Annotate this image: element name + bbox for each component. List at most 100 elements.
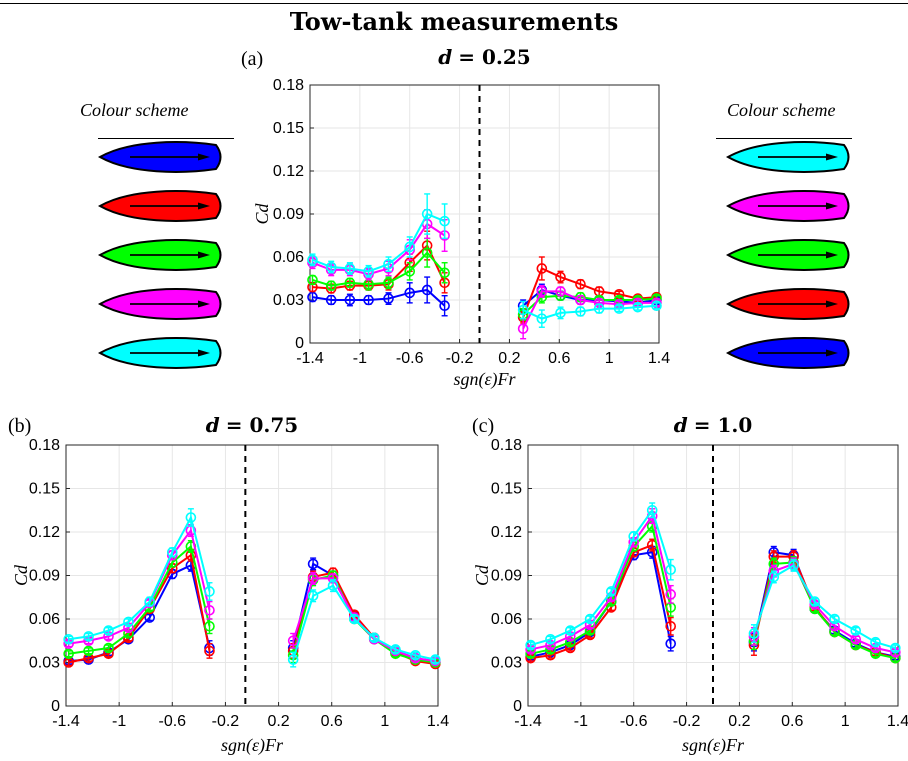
data-point [307, 291, 318, 303]
data-point [363, 266, 374, 277]
data-point [525, 639, 536, 651]
data-point [307, 274, 318, 286]
data-point [748, 628, 760, 639]
data-point [204, 586, 215, 597]
y-tick-label: 0.09 [273, 206, 304, 223]
data-point [204, 620, 215, 632]
x-tick-label: -0.6 [620, 713, 648, 730]
scheme-right-hull-1 [725, 141, 850, 173]
data-point [325, 294, 337, 306]
data-point [575, 306, 586, 317]
series-line [312, 212, 445, 273]
series-1 [63, 557, 441, 668]
x-tick-label: 1.4 [648, 350, 670, 367]
scheme-left-hull-3 [97, 239, 222, 271]
data-point [83, 631, 94, 642]
y-tick-label: 0.06 [29, 611, 60, 628]
y-tick-label: 0.18 [29, 437, 60, 454]
y-tick-label: 0.06 [273, 249, 304, 266]
data-point [870, 636, 881, 648]
series-2 [63, 548, 441, 670]
series-line [753, 563, 896, 649]
data-point [768, 571, 780, 583]
panel-a-chart: -1.4 -1 -0.6 -0.2 0.2 0.6 1 1.4 0 0.03 0.06 0.09 0.1… [241, 45, 670, 390]
series-line [530, 508, 672, 647]
x-tick-label: -0.2 [446, 350, 474, 367]
data-point [850, 625, 862, 636]
colour-scheme-left-title: Colour scheme [80, 100, 189, 120]
data-point [665, 620, 677, 632]
data-point [555, 271, 566, 283]
data-point [517, 304, 529, 316]
series-5 [525, 502, 901, 654]
data-point [439, 215, 450, 227]
panel-label: (a) [241, 48, 263, 70]
series-line [530, 543, 672, 660]
y-tick-label: 0.12 [273, 163, 304, 180]
colour-scheme-right-title: Colour scheme [727, 100, 836, 120]
data-point [788, 560, 799, 571]
x-tick-label: -1.4 [514, 713, 542, 730]
data-point [555, 307, 566, 319]
top-rule [0, 3, 908, 4]
series-3 [307, 237, 662, 321]
data-point [404, 241, 416, 253]
panel-c-chart: -1.4 -1 -0.6 -0.2 0.2 0.6 1 1.4 0 0.03 0.06 0.09 0.1… [472, 413, 908, 756]
data-point [584, 613, 596, 625]
series-line [522, 267, 657, 318]
x-tick-label: -1 [112, 713, 126, 730]
series-line [68, 514, 211, 641]
x-tick-label: -0.6 [396, 350, 424, 367]
data-point [307, 254, 318, 266]
x-tick-label: 0.2 [498, 350, 520, 367]
y-axis-label: Cd [472, 564, 492, 586]
x-tick-label: 0.2 [728, 713, 750, 730]
x-axis-label: sgn(ε)Fr [453, 369, 516, 390]
series-4 [307, 208, 662, 340]
data-point [410, 649, 421, 661]
series-3 [63, 540, 441, 668]
data-point [605, 586, 617, 597]
data-point [166, 546, 178, 558]
series-5 [63, 508, 441, 668]
grid [65, 444, 439, 707]
x-tick-label: -1 [574, 713, 588, 730]
series-line [522, 304, 657, 320]
data-point [651, 300, 662, 312]
data-point [421, 247, 433, 258]
data-point [327, 580, 339, 591]
data-point [665, 638, 677, 649]
scheme-right-hull-3 [725, 239, 850, 271]
data-point [890, 642, 901, 654]
y-tick-label: 0 [295, 335, 304, 352]
plot-title: d = 1.0 [674, 413, 753, 437]
data-point [536, 263, 548, 274]
data-point [545, 633, 556, 645]
data-point [632, 301, 644, 313]
series-line [292, 584, 436, 661]
figure-title: Tow-tank measurements [289, 7, 619, 36]
x-tick-label: 0.6 [548, 350, 570, 367]
data-point [613, 303, 625, 314]
data-point [390, 644, 401, 655]
scheme-left-hull-arrowhead [198, 300, 210, 308]
data-point [185, 512, 197, 523]
data-point [404, 266, 416, 277]
y-tick-label: 0.06 [491, 611, 522, 628]
data-point [404, 287, 416, 299]
data-point [204, 645, 215, 657]
colour-scheme-left-rule [98, 138, 234, 139]
data-point [665, 564, 677, 576]
data-point [430, 654, 441, 665]
scheme-left-hull-4 [97, 288, 222, 320]
scheme-right-hull-arrowhead [826, 349, 838, 357]
y-tick-label: 0.15 [29, 481, 60, 498]
scheme-left-hull-1 [97, 141, 222, 173]
data-point [628, 531, 640, 542]
x-tick-label: 1.4 [887, 713, 908, 730]
series-line [752, 561, 896, 660]
series-line [68, 553, 211, 664]
y-tick-label: 0.03 [29, 655, 60, 672]
y-tick-label: 0.15 [273, 120, 304, 137]
